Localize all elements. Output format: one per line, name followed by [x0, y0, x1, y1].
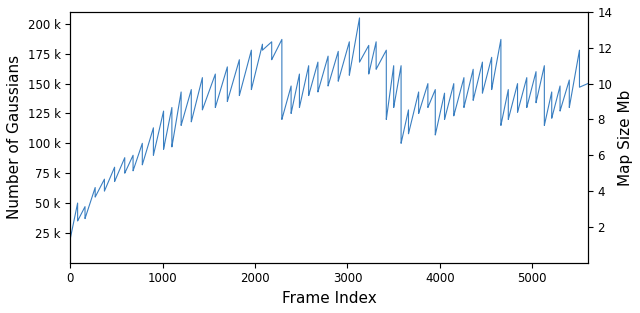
X-axis label: Frame Index: Frame Index: [282, 291, 376, 306]
Y-axis label: Map Size Mb: Map Size Mb: [618, 89, 633, 186]
Y-axis label: Number of Gaussians: Number of Gaussians: [7, 55, 22, 219]
